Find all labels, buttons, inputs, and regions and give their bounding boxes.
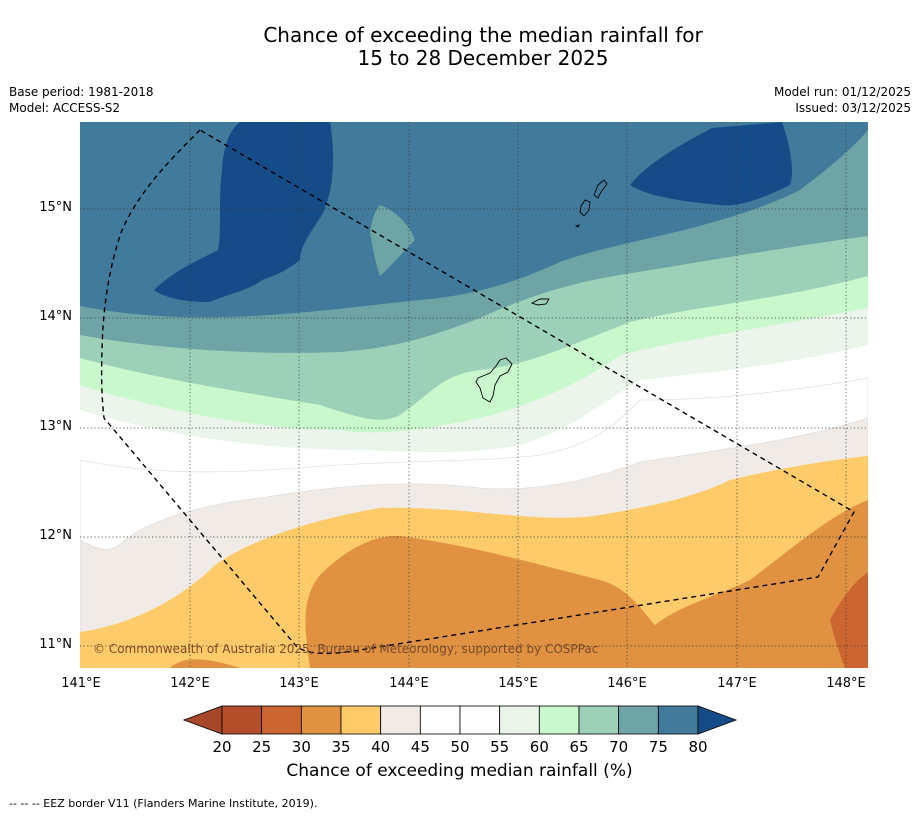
lat-label: 15°N [39,200,72,215]
chart-title-line1: Chance of exceeding the median rainfall … [263,23,703,47]
colorbar-tick-label: 70 [609,738,629,756]
saipan-island [593,179,608,199]
model-run: Model run: 01/12/2025 [773,85,911,99]
colorbar-tick-label: 50 [450,738,470,756]
colorbar-segment [578,705,620,735]
tinian-island [579,199,591,217]
issued-date: Issued: 03/12/2025 [795,101,911,115]
colorbar-arrow-low [182,705,223,735]
colorbar-segment [459,705,501,735]
colorbar-tick-label: 40 [371,738,391,756]
colorbar-segment [300,705,342,735]
colorbar [182,705,738,735]
colorbar-segment [657,705,699,735]
guam-island [475,357,513,403]
colorbar-tick-label: 60 [529,738,549,756]
colorbar-arrow-high [697,705,738,735]
lon-label: 144°E [389,676,429,691]
aguijan-island [574,224,580,228]
colorbar-segment [340,705,382,735]
islands [475,179,608,403]
colorbar-segment [419,705,461,735]
copyright-text: © Commonwealth of Australia 2025, Bureau… [93,642,599,656]
lon-label: 147°E [717,676,757,691]
lat-label: 12°N [39,528,72,543]
colorbar-tick-label: 45 [410,738,430,756]
band-25-30 [830,572,868,668]
colorbar-tick-label: 20 [212,738,232,756]
lon-label: 148°E [826,676,866,691]
lat-label: 11°N [39,637,72,652]
lat-label: 14°N [39,309,72,324]
band-80-west [154,122,334,302]
colorbar-segment [538,705,580,735]
lon-label: 143°E [279,676,319,691]
colorbar-tick-label: 55 [490,738,510,756]
colorbar-segment [618,705,659,735]
colorbar-tick-label: 65 [569,738,589,756]
band-70-patch [370,205,415,276]
model-name: Model: ACCESS-S2 [9,101,121,115]
colorbar-tick-label: 35 [331,738,351,756]
colorbar-segment [221,705,263,735]
lat-label: 13°N [39,419,72,434]
lon-label: 146°E [607,676,647,691]
colorbar-segment [261,705,302,735]
colorbar-segment [499,705,540,735]
lon-label: 141°E [61,676,101,691]
band-80-east [630,122,793,206]
band-30-35 [170,500,868,668]
info-right: Model run: 01/12/2025 Issued: 03/12/2025 [774,84,911,116]
info-left: Base period: 1981-2018 Model: ACCESS-S2 [9,84,154,116]
colorbar-segment [380,705,421,735]
colorbar-title: Chance of exceeding median rainfall (%) [286,761,633,781]
chart-title-line2: 15 to 28 December 2025 [357,46,609,70]
eez-border [100,129,855,655]
colorbar-tick-label: 75 [648,738,668,756]
graticule [80,122,868,668]
colorbar-tick-label: 30 [291,738,311,756]
eez-footnote: -- -- -- EEZ border V11 (Flanders Marine… [9,797,318,810]
lon-label: 145°E [498,676,538,691]
colorbar-tick-label: 80 [688,738,708,756]
base-period: Base period: 1981-2018 [9,85,154,99]
colorbar-tick-label: 25 [252,738,272,756]
rota-island [530,298,550,306]
lon-label: 142°E [170,676,210,691]
